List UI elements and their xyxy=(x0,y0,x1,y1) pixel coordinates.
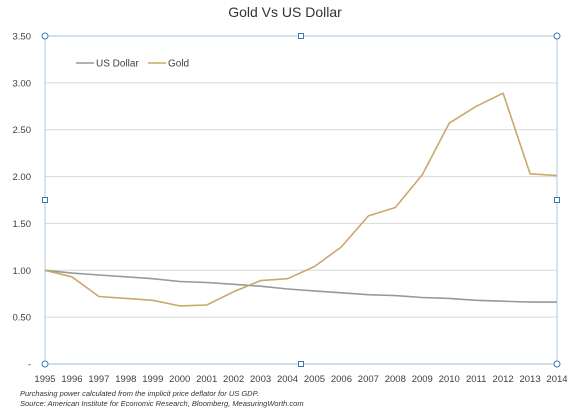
x-tick-label: 2001 xyxy=(196,374,217,385)
y-tick-label: 1.50 xyxy=(13,219,32,230)
x-tick-label: 2002 xyxy=(223,374,244,385)
x-tick-label: 1999 xyxy=(142,374,163,385)
x-tick-label: 2004 xyxy=(277,374,298,385)
y-tick-label: - xyxy=(28,360,31,371)
chart-title: Gold Vs US Dollar xyxy=(228,4,342,20)
resize-handle-edge[interactable] xyxy=(298,33,304,39)
y-tick-label: 2.00 xyxy=(13,172,32,183)
x-tick-label: 2013 xyxy=(519,374,540,385)
y-tick-label: 0.50 xyxy=(13,313,32,324)
resize-handle-corner[interactable] xyxy=(553,32,561,40)
y-tick-label: 1.00 xyxy=(13,266,32,277)
selection-frame[interactable] xyxy=(41,32,561,368)
x-tick-label: 2010 xyxy=(439,374,460,385)
x-tick-label: 2003 xyxy=(250,374,271,385)
y-axis-ticks: - 0.50 1.00 1.50 2.00 2.50 3.00 3.50 xyxy=(13,32,32,371)
series-lines xyxy=(44,92,558,307)
series-line-gold xyxy=(44,92,558,307)
legend-label: Gold xyxy=(168,59,189,70)
x-tick-label: 2011 xyxy=(466,374,486,385)
x-tick-label: 2005 xyxy=(304,374,325,385)
grid-lines xyxy=(45,35,557,365)
x-tick-label: 1995 xyxy=(34,374,55,385)
x-tick-label: 2009 xyxy=(412,374,433,385)
x-axis-ticks: 1995 1996 1997 1998 1999 2000 2001 2002 2003 2004… xyxy=(34,374,567,385)
resize-handle-corner[interactable] xyxy=(41,32,49,40)
legend-label: US Dollar xyxy=(96,59,139,70)
resize-handle-edge[interactable] xyxy=(298,361,304,367)
legend: US Dollar Gold xyxy=(76,59,189,70)
x-tick-label: 2007 xyxy=(358,374,379,385)
x-tick-label: 2000 xyxy=(169,374,190,385)
x-tick-label: 2012 xyxy=(493,374,514,385)
x-tick-label: 1998 xyxy=(115,374,136,385)
y-tick-label: 3.00 xyxy=(13,78,32,89)
resize-handle-corner[interactable] xyxy=(553,360,561,368)
x-tick-label: 2008 xyxy=(385,374,406,385)
resize-handle-edge[interactable] xyxy=(554,197,560,203)
plot-area-frame xyxy=(44,35,558,365)
resize-handle-edge[interactable] xyxy=(42,197,48,203)
series-line-us-dollar xyxy=(44,269,557,303)
resize-handle-corner[interactable] xyxy=(41,360,49,368)
y-tick-label: 2.50 xyxy=(13,125,32,136)
x-tick-label: 2014 xyxy=(546,374,567,385)
y-tick-label: 3.50 xyxy=(13,32,32,43)
x-tick-label: 1997 xyxy=(88,374,109,385)
x-tick-label: 1996 xyxy=(61,374,82,385)
x-tick-label: 2006 xyxy=(331,374,352,385)
footnote-source: Source: American Institute for Economic … xyxy=(20,399,304,408)
footnote-deflator: Purchasing power calculated from the imp… xyxy=(20,389,259,398)
